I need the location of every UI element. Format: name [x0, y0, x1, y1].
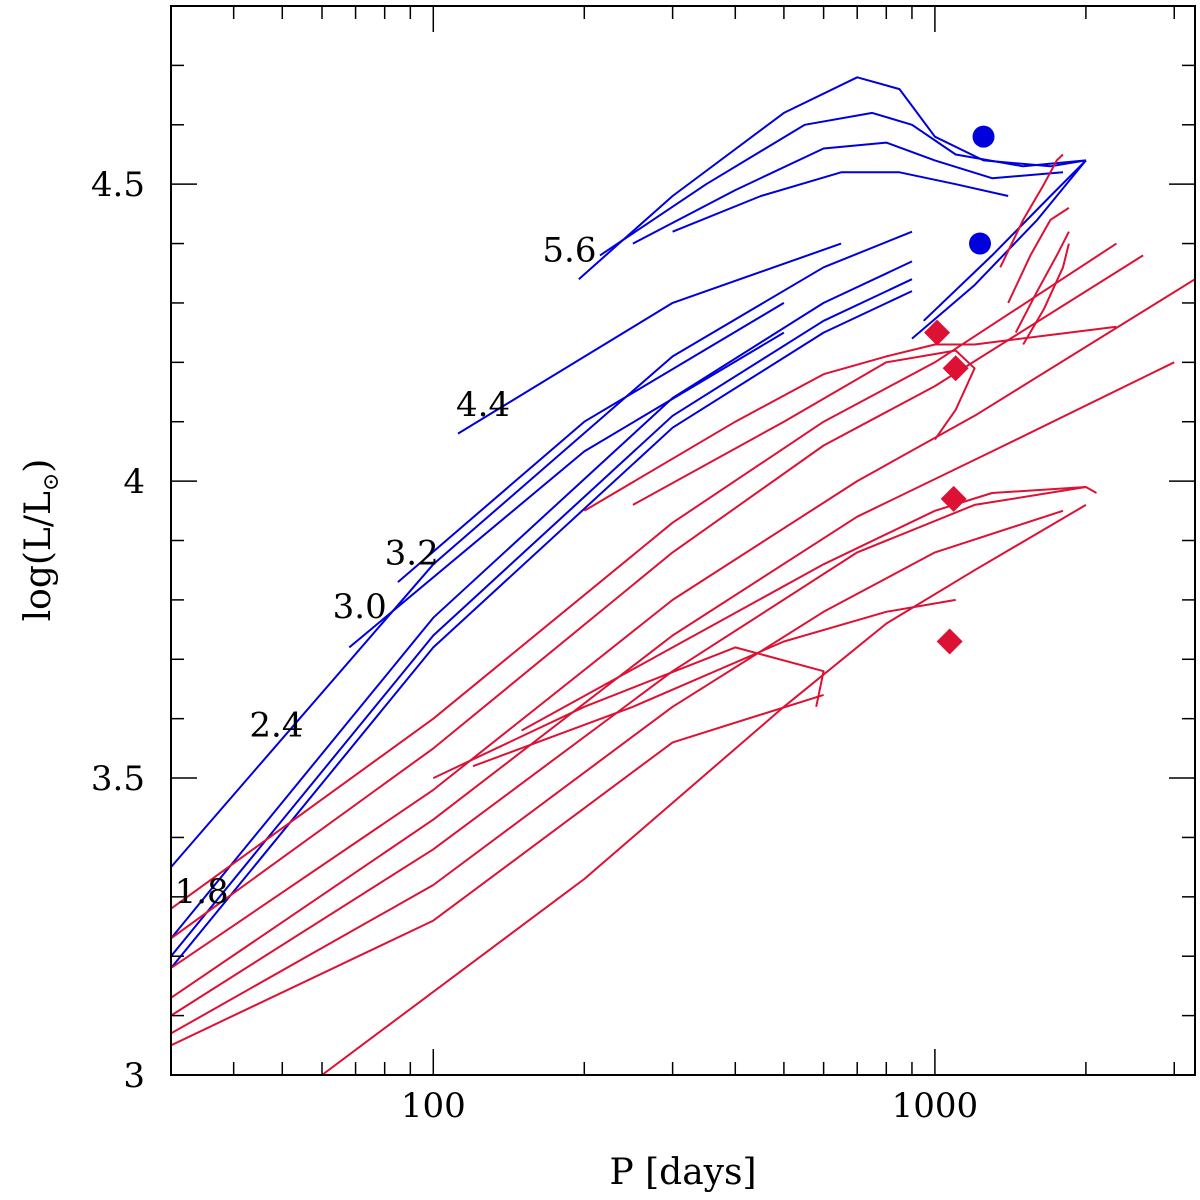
circle-marker — [972, 125, 995, 148]
blue-track-0 — [171, 230, 913, 868]
x-tick-label: 1000 — [892, 1086, 979, 1126]
markers — [924, 125, 995, 655]
red-track-28 — [1014, 231, 1070, 334]
diamond-marker — [936, 628, 963, 655]
blue-track-1 — [171, 260, 913, 940]
blue-track-8 — [599, 111, 1086, 257]
diamond-marker — [942, 355, 969, 382]
red-track-16 — [171, 361, 1175, 999]
track-label-2-4: 2.4 — [249, 706, 303, 746]
blue-track-9 — [632, 141, 1064, 245]
red-track-18 — [171, 509, 1064, 1035]
track-label-1-8: 1.8 — [175, 872, 229, 912]
red-track-13 — [171, 242, 1117, 910]
blue-track-4 — [348, 331, 785, 649]
blue-track-11 — [911, 159, 1087, 340]
y-axis-title-close: ) — [18, 459, 59, 473]
y-tick-label: 4.5 — [91, 165, 145, 205]
blue-track-5 — [397, 302, 785, 583]
x-tick-label: 100 — [401, 1086, 466, 1126]
y-axis-title: log(L/L⊙) — [18, 459, 64, 622]
red-track-20 — [321, 504, 1087, 1075]
track-label-3-2: 3.2 — [385, 533, 439, 573]
blue-track-10 — [672, 171, 1009, 233]
red-track-23 — [521, 486, 1097, 732]
circle-marker — [969, 232, 992, 255]
red-track-17 — [171, 486, 1087, 1017]
diamond-marker — [940, 485, 967, 512]
red-track-22 — [632, 349, 976, 506]
blue-track-3 — [171, 290, 913, 969]
y-tick-label: 3 — [123, 1056, 145, 1096]
tick-labels: 100 1000 3 3.5 4 4.5 — [91, 165, 978, 1126]
axis-ticks — [170, 5, 1195, 1076]
track-label-5-6: 5.6 — [542, 230, 596, 270]
y-tick-label: 4 — [123, 462, 145, 502]
track-labels: 5.6 4.4 3.2 3.0 2.4 1.8 — [175, 230, 597, 911]
red-track-15 — [171, 278, 1195, 969]
x-axis-title: P [days] — [609, 1152, 756, 1193]
track-curves — [171, 76, 1195, 1075]
blue-track-7 — [578, 76, 1087, 280]
red-track-27 — [1007, 207, 1070, 304]
red-track-19 — [171, 693, 824, 1047]
y-axis-title-main: log(L/L — [18, 491, 59, 621]
track-label-3-0: 3.0 — [333, 587, 387, 627]
y-axis-title-sub: ⊙ — [39, 473, 64, 491]
blue-track-6 — [457, 242, 842, 435]
red-track-14 — [171, 254, 1144, 940]
red-track-26 — [999, 153, 1064, 268]
track-label-4-4: 4.4 — [456, 385, 510, 425]
blue-track-2 — [171, 278, 913, 957]
diamond-marker — [924, 319, 951, 346]
red-track-29 — [1022, 243, 1070, 346]
red-track-21 — [583, 325, 1117, 512]
red-track-24 — [472, 598, 956, 768]
y-tick-label: 3.5 — [91, 759, 145, 799]
red-track-25 — [432, 646, 825, 780]
blue-track-12 — [923, 159, 1087, 322]
